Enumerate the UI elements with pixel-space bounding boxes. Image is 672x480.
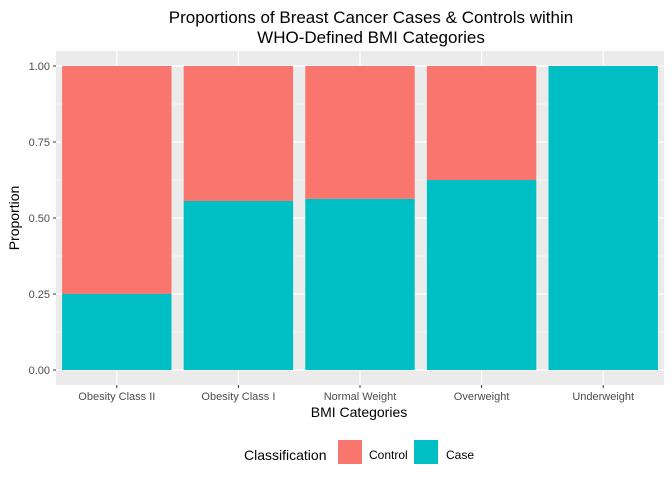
bar-control-obesity-class-i xyxy=(183,66,294,201)
y-tick-label: 0.75 xyxy=(29,137,50,149)
x-tick-label: Overweight xyxy=(454,391,510,403)
chart-title-line1: Proportions of Breast Cancer Cases & Con… xyxy=(169,8,573,27)
x-tick-label: Underweight xyxy=(572,391,634,403)
x-tick-label: Obesity Class II xyxy=(78,391,155,403)
bar-case-obesity-class-i xyxy=(183,200,294,370)
bar-control-obesity-class-ii xyxy=(62,66,172,294)
bar-case-obesity-class-ii xyxy=(62,294,172,370)
y-tick-label: 0.00 xyxy=(29,365,50,377)
legend-key-control xyxy=(338,440,362,464)
y-axis-title: Proportion xyxy=(6,186,22,251)
legend-label-case: Case xyxy=(446,448,474,462)
x-tick-label: Normal Weight xyxy=(324,391,397,403)
y-tick-label: 0.25 xyxy=(29,289,50,301)
legend: Classification Control Case xyxy=(244,440,474,464)
legend-key-case xyxy=(414,440,438,464)
bar-case-underweight xyxy=(548,66,658,370)
legend-title: Classification xyxy=(244,447,326,463)
bar-case-normal-weight xyxy=(305,198,415,370)
x-tick-label: Obesity Class I xyxy=(201,391,275,403)
x-axis-title: BMI Categories xyxy=(311,404,407,420)
x-axis-ticks: Obesity Class II Obesity Class I Normal We… xyxy=(78,385,634,403)
y-axis-ticks: 0.00 0.25 0.50 0.75 1.00 xyxy=(29,61,56,377)
y-tick-label: 0.50 xyxy=(29,213,50,225)
y-tick-label: 1.00 xyxy=(29,61,50,73)
bar-control-normal-weight xyxy=(305,66,415,199)
bar-case-overweight xyxy=(426,180,537,370)
legend-label-control: Control xyxy=(369,448,408,462)
bar-control-overweight xyxy=(426,66,537,180)
bars xyxy=(62,66,658,370)
chart-title-line2: WHO-Defined BMI Categories xyxy=(257,28,485,47)
